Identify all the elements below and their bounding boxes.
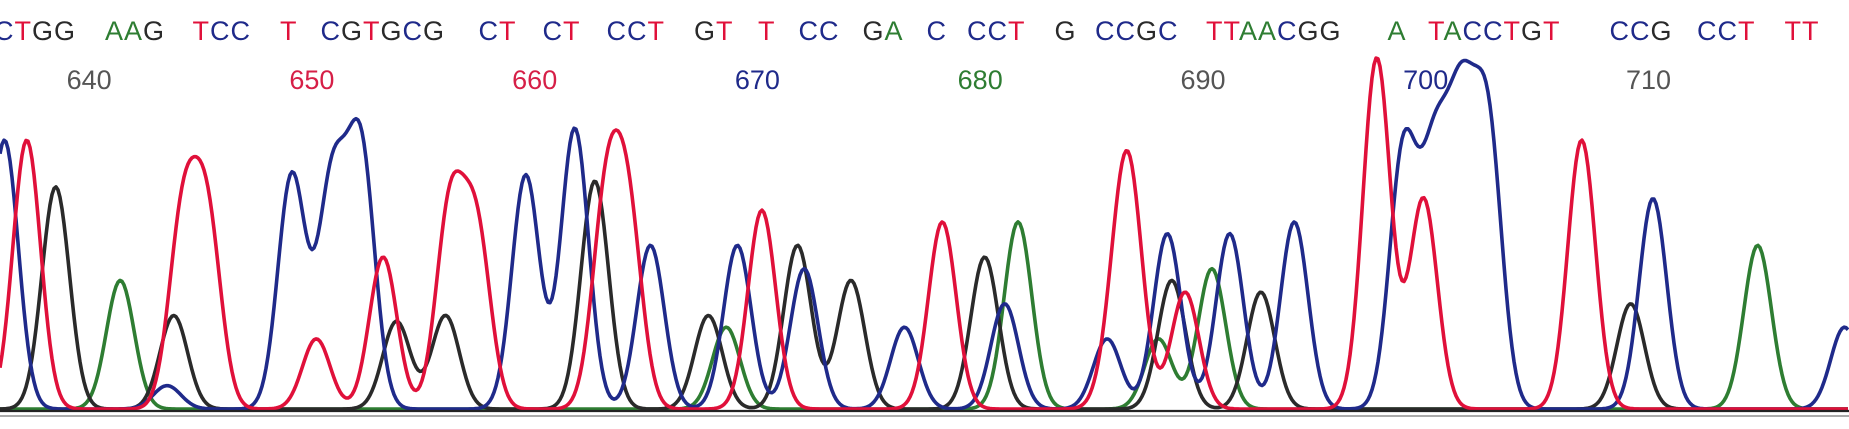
sequence-group: CCT	[607, 16, 666, 46]
sequence-group: CC	[799, 16, 840, 46]
sequence-group: AAG	[105, 16, 165, 46]
sequence-group: CCT	[967, 16, 1026, 46]
position-label: 710	[1626, 65, 1671, 95]
sequence-group: TT	[1785, 16, 1820, 46]
position-labels: 640 650 660 670 680 690 700 710	[67, 65, 1671, 95]
sequence-group: TCC	[193, 16, 252, 46]
position-label: 650	[289, 65, 334, 95]
sequence-group: T	[758, 16, 776, 46]
sequence-group: CT	[543, 16, 581, 46]
sequence-group: CGTGCG	[321, 16, 446, 46]
sequence-group: CCT	[1697, 16, 1756, 46]
sequence-group: A	[1388, 16, 1407, 46]
sequence-group: CT	[479, 16, 517, 46]
position-label: 640	[67, 65, 112, 95]
position-label: 670	[735, 65, 780, 95]
sequence-group: TTAACGG	[1206, 16, 1342, 46]
sequence-group: GA	[863, 16, 904, 46]
sequence-group: CTGG	[0, 16, 76, 46]
position-label: 660	[512, 65, 557, 95]
sequence-group: GT	[694, 16, 734, 46]
trace-curves	[0, 56, 1849, 411]
trace-c	[0, 58, 1849, 411]
sequence-group: CCG	[1610, 16, 1673, 46]
position-label: 700	[1403, 65, 1448, 95]
sequence-group: C	[927, 16, 948, 46]
position-label: 680	[958, 65, 1003, 95]
sequence-group: TACCTGT	[1428, 16, 1561, 46]
position-label: 690	[1180, 65, 1225, 95]
base-call-sequence: CTGG AAG TCC T CGTGCG CT CT CCT GT T CC GA C CCT G CCGC…	[0, 16, 1849, 46]
sequence-group: T	[280, 16, 298, 46]
sequence-group: CCGC	[1095, 16, 1179, 46]
sequence-group: G	[1055, 16, 1077, 46]
trace-t	[0, 56, 1848, 411]
